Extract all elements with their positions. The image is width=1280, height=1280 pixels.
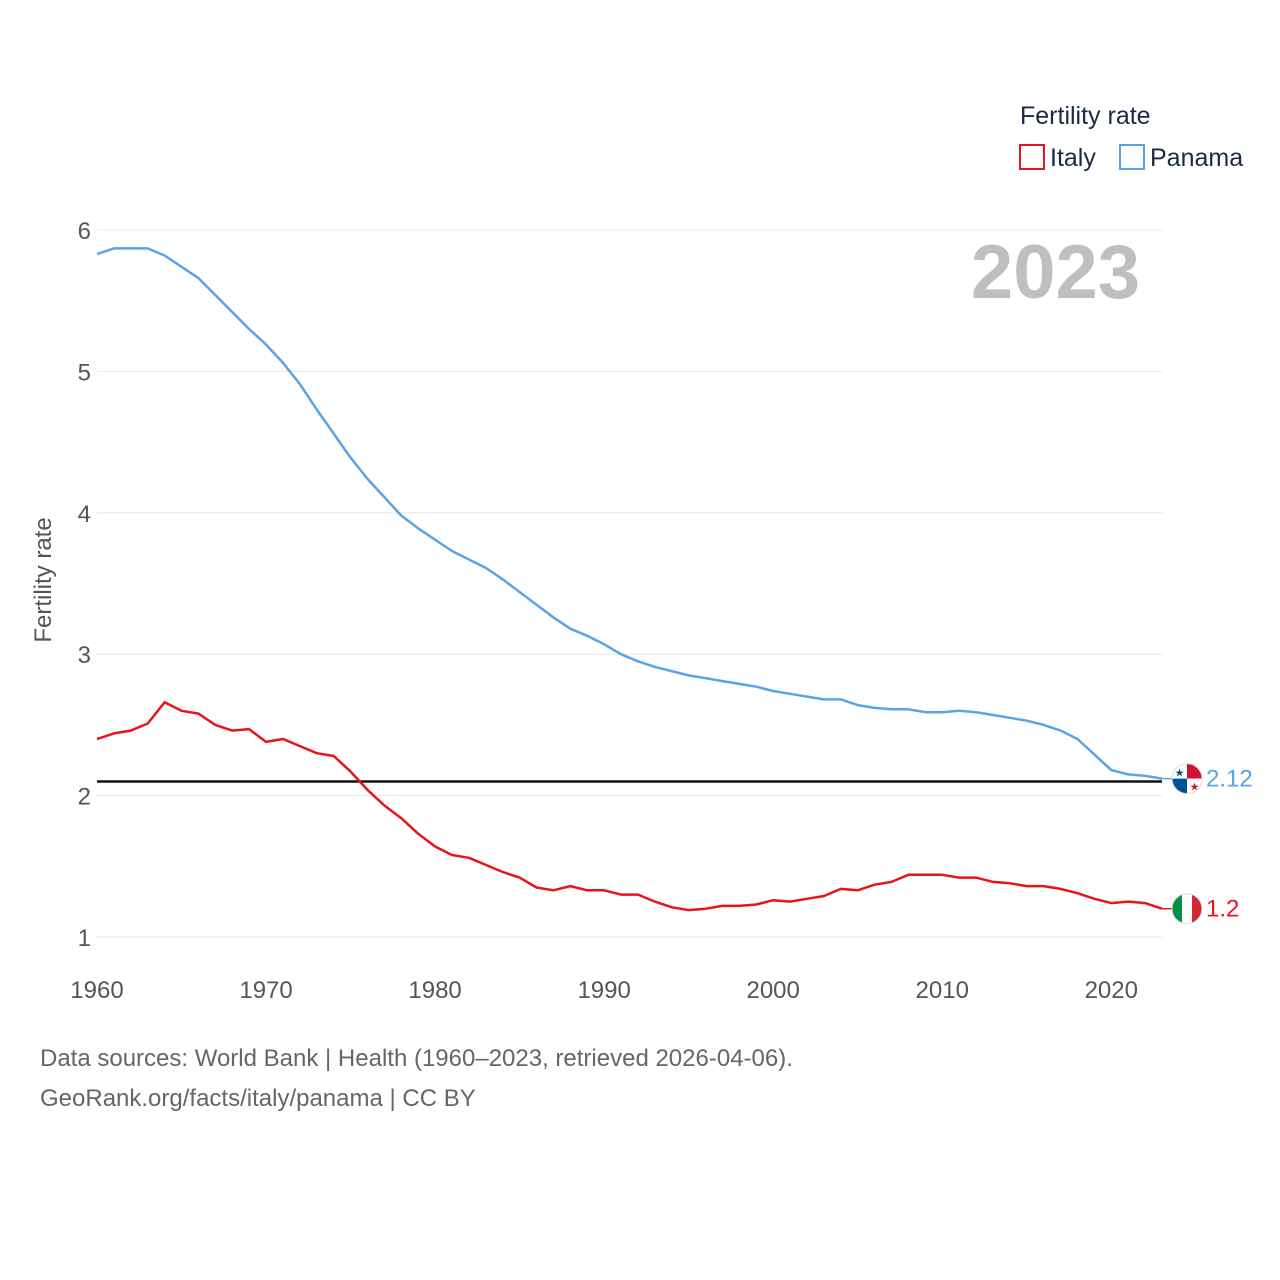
y-axis-ticks: 1 2 3 4 5 6 bbox=[78, 218, 91, 952]
end-value-label-panama: 2.12 bbox=[1206, 766, 1253, 793]
x-tick-label-1980: 1980 bbox=[408, 977, 461, 1004]
flag-panama-icon: ★★ bbox=[1171, 763, 1203, 795]
x-tick-label-1990: 1990 bbox=[577, 977, 630, 1004]
x-tick-label-1960: 1960 bbox=[70, 977, 123, 1004]
legend-label-panama: Panama bbox=[1150, 144, 1243, 172]
y-tick-label-5: 5 bbox=[78, 359, 91, 386]
svg-text:★: ★ bbox=[1175, 768, 1185, 780]
credit-link[interactable]: GeoRank.org/facts/italy/panama | CC BY bbox=[40, 1085, 476, 1112]
data-sources-note: Data sources: World Bank | Health (1960–… bbox=[40, 1045, 793, 1072]
year-label: 2023 bbox=[971, 230, 1140, 315]
x-axis-ticks: 1960 1970 1980 1990 2000 2010 2020 bbox=[70, 977, 1138, 1004]
series-line-panama bbox=[96, 247, 1163, 780]
grid-lines bbox=[97, 229, 1162, 938]
y-tick-label-1: 1 bbox=[78, 925, 91, 952]
x-tick-label-2010: 2010 bbox=[916, 977, 969, 1004]
flag-italy-icon bbox=[1171, 893, 1203, 925]
legend-swatch-panama bbox=[1119, 144, 1145, 170]
series-lines bbox=[96, 247, 1163, 912]
x-tick-label-2000: 2000 bbox=[746, 977, 799, 1004]
x-tick-label-2020: 2020 bbox=[1085, 977, 1138, 1004]
end-value-label-italy: 1.2 bbox=[1206, 896, 1239, 923]
legend-item-panama[interactable]: Panama bbox=[1119, 144, 1243, 172]
legend: Fertility rate Italy Panama bbox=[1019, 102, 1243, 172]
legend-title: Fertility rate bbox=[1020, 102, 1151, 130]
svg-text:★: ★ bbox=[1190, 782, 1200, 794]
y-axis-title: Fertility rate bbox=[30, 517, 57, 642]
legend-item-italy[interactable]: Italy bbox=[1019, 144, 1096, 172]
y-tick-label-3: 3 bbox=[78, 642, 91, 669]
y-tick-label-2: 2 bbox=[78, 784, 91, 811]
legend-swatch-italy bbox=[1019, 144, 1045, 170]
x-tick-label-1970: 1970 bbox=[239, 977, 292, 1004]
legend-label-italy: Italy bbox=[1050, 144, 1096, 172]
series-end-markers: 1.2★★ 2.12 bbox=[1162, 763, 1253, 925]
fertility-rate-chart: 1 2 3 4 5 6 1960 1970 1980 1990 2000 2010 2020 Fert… bbox=[30, 102, 1253, 1004]
y-tick-label-4: 4 bbox=[78, 501, 91, 528]
y-tick-label-6: 6 bbox=[78, 218, 91, 245]
series-line-italy bbox=[96, 701, 1163, 912]
